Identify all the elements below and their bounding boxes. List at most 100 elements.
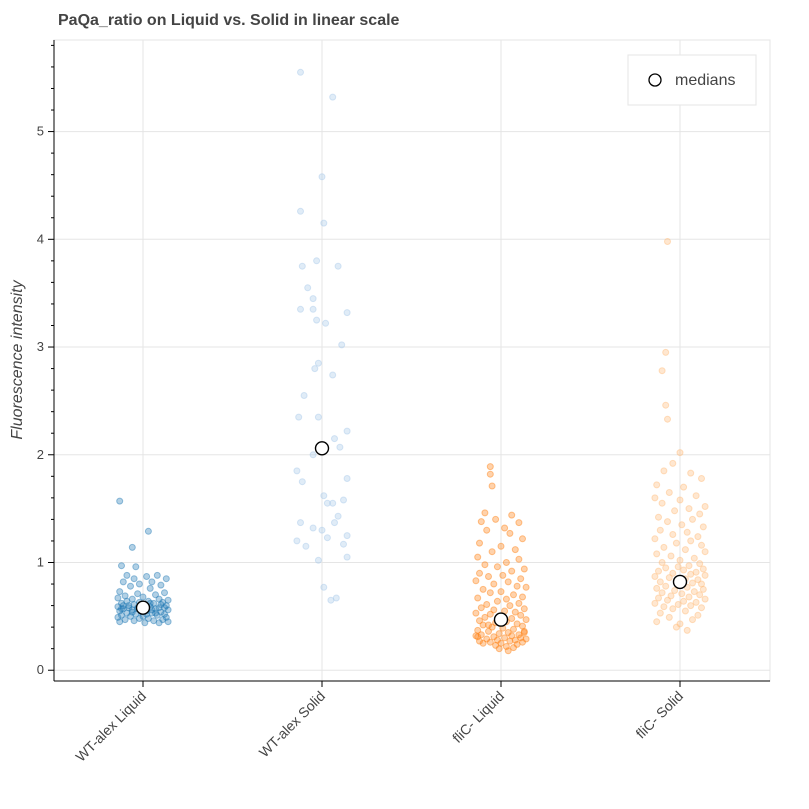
data-point: [329, 93, 337, 101]
data-point: [520, 627, 528, 635]
data-point: [135, 615, 143, 622]
data-point: [665, 613, 673, 621]
data-point: [669, 459, 677, 467]
data-point: [125, 602, 133, 610]
data-point: [297, 68, 304, 76]
data-point: [490, 580, 498, 588]
data-point: [161, 610, 168, 618]
data-point: [486, 470, 494, 478]
data-point: [128, 543, 136, 551]
data-point: [483, 526, 491, 534]
data-point: [501, 524, 509, 532]
data-point: [504, 578, 512, 586]
data-point: [674, 601, 682, 608]
data-point: [159, 598, 167, 606]
data-point: [320, 492, 328, 500]
x-tick-label: fliC- Solid: [632, 688, 686, 742]
data-point: [499, 571, 507, 579]
data-point: [125, 604, 133, 612]
data-point: [692, 492, 700, 500]
data-point: [123, 609, 131, 617]
data-point: [522, 635, 530, 643]
y-tick-label: 3: [37, 339, 44, 354]
data-point: [696, 510, 704, 518]
data-point: [159, 616, 167, 624]
data-point: [144, 527, 152, 535]
data-point: [135, 580, 143, 588]
data-point: [694, 533, 702, 541]
data-point: [517, 611, 525, 619]
data-point: [520, 605, 528, 613]
data-point: [116, 607, 124, 615]
data-point: [152, 605, 159, 613]
data-point: [497, 542, 505, 550]
data-point: [508, 632, 516, 640]
data-point: [689, 515, 696, 523]
data-point: [164, 596, 172, 604]
data-point: [155, 604, 163, 612]
x-tick-label: WT-alex Liquid: [72, 688, 149, 765]
data-point: [662, 582, 670, 590]
data-point: [116, 618, 124, 626]
data-point: [493, 563, 501, 571]
data-point: [658, 499, 666, 507]
data-point: [660, 543, 668, 551]
data-point: [343, 427, 351, 435]
data-point: [323, 534, 331, 542]
x-axis: WT-alex Liquid WT-alex Solid fliC- Liquid f…: [72, 681, 686, 765]
data-point: [121, 616, 129, 624]
data-point: [343, 532, 351, 540]
data-point: [119, 605, 127, 613]
data-point: [130, 575, 138, 583]
data-point: [664, 596, 671, 604]
data-point: [492, 641, 500, 649]
data-point: [497, 588, 505, 596]
data-point: [132, 563, 140, 571]
data-point: [511, 636, 519, 644]
data-point: [313, 316, 321, 324]
data-point: [476, 569, 483, 577]
data-point: [128, 608, 136, 616]
data-point: [497, 639, 505, 647]
data-point: [477, 604, 485, 612]
data-point: [114, 613, 122, 621]
data-point: [132, 610, 140, 618]
data-point: [690, 588, 698, 596]
data-point: [485, 573, 492, 580]
y-tick-label: 5: [37, 124, 44, 139]
data-point: [309, 524, 317, 532]
data-point: [143, 573, 151, 580]
data-point: [148, 578, 156, 586]
data-point: [297, 519, 304, 527]
data-point: [153, 571, 161, 579]
data-point: [114, 603, 122, 611]
data-point: [297, 207, 304, 215]
data-point: [314, 556, 322, 564]
data-point: [699, 585, 707, 593]
data-point: [506, 602, 514, 610]
data-point: [655, 567, 662, 575]
data-point: [667, 552, 675, 560]
data-point: [164, 606, 172, 614]
data-point: [128, 606, 136, 614]
data-point: [329, 371, 337, 379]
data-point: [656, 609, 664, 617]
data-point: [481, 613, 489, 621]
data-point: [340, 496, 347, 504]
data-point: [513, 620, 521, 628]
data-point: [502, 595, 510, 603]
median-markers: [135, 441, 688, 627]
data-point: [517, 575, 525, 583]
data-point: [672, 539, 680, 547]
data-point: [309, 451, 317, 459]
legend-median-label: medians: [675, 72, 735, 89]
y-axis-title: Fluorescence intensity: [9, 279, 26, 439]
y-axis: 0 1 2 3 4 5: [37, 44, 54, 677]
data-point: [680, 483, 688, 491]
x-tick-label: WT-alex Solid: [256, 688, 328, 760]
data-point: [681, 546, 689, 554]
median-marker: [493, 612, 509, 627]
median-marker: [314, 441, 330, 456]
data-point: [474, 633, 482, 641]
data-point: [676, 496, 684, 504]
